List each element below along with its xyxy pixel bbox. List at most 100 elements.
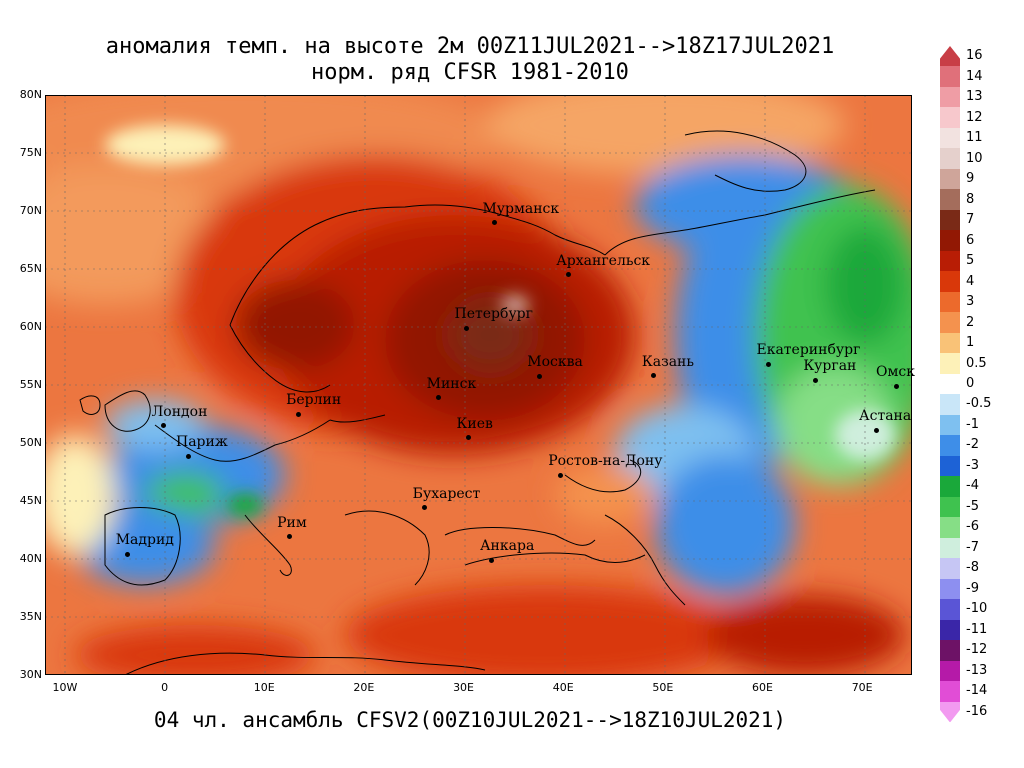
colorbar-swatch — [940, 127, 960, 149]
colorbar-label: 7 — [966, 212, 975, 228]
city-marker — [557, 472, 563, 478]
city-marker — [489, 557, 495, 563]
colorbar-swatch — [940, 394, 960, 416]
city-marker — [161, 423, 167, 429]
city-marker — [565, 272, 571, 278]
colorbar-swatch — [940, 189, 960, 211]
map-title-line2: норм. ряд CFSR 1981-2010 — [311, 60, 629, 85]
colorbar-label: -0.5 — [966, 396, 992, 412]
lon-tick-label: 40E — [552, 681, 574, 694]
colorbar-label: -13 — [966, 662, 988, 678]
ensemble-caption: 04 чл. ансамбль CFSV2(00Z10JUL2021-->18Z… — [153, 708, 787, 732]
colorbar-swatch — [940, 701, 960, 723]
city-marker — [464, 325, 470, 331]
colorbar-label: 0 — [966, 376, 975, 391]
colorbar-label: 8 — [966, 191, 975, 207]
city-marker — [286, 534, 292, 540]
colorbar-label: 2 — [966, 314, 975, 330]
city-marker — [812, 377, 818, 383]
city-label: Мурманск — [482, 200, 560, 217]
colorbar-swatch — [940, 46, 960, 67]
city-marker — [422, 505, 428, 511]
city-label: Екатеринбург — [756, 342, 861, 359]
map-frame — [45, 95, 912, 675]
city-marker — [295, 411, 301, 417]
colorbar-label: 5 — [966, 253, 975, 269]
colorbar-label: 4 — [966, 273, 975, 289]
colorbar-swatch — [940, 599, 960, 621]
lon-tick-label: 10W — [52, 681, 78, 694]
colorbar-label: 3 — [966, 294, 975, 310]
lat-tick-label: 80N — [19, 88, 42, 101]
colorbar-label: -11 — [966, 621, 988, 637]
lat-tick-label: 35N — [19, 610, 42, 623]
colorbar-swatch — [940, 455, 960, 477]
colorbar-swatch — [940, 353, 960, 375]
colorbar-label: 14 — [966, 68, 983, 84]
lon-tick-label: 0 — [161, 681, 169, 694]
colorbar-label: 11 — [966, 130, 983, 146]
colorbar-label: -10 — [966, 601, 988, 617]
colorbar-swatch — [940, 558, 960, 580]
city-marker — [491, 220, 497, 226]
colorbar-swatch — [940, 230, 960, 252]
colorbar-swatch — [940, 660, 960, 682]
lat-tick-label: 60N — [19, 320, 42, 333]
colorbar-swatch — [940, 312, 960, 334]
lon-tick-label: 50E — [652, 681, 674, 694]
colorbar-label: -1 — [966, 416, 979, 432]
lon-tick-label: 70E — [851, 681, 873, 694]
city-label: Петербург — [454, 306, 533, 323]
lat-tick-label: 70N — [19, 204, 42, 217]
colorbar-swatch — [940, 86, 960, 108]
lat-tick-label: 50N — [19, 436, 42, 449]
colorbar-swatch — [940, 640, 960, 662]
colorbar-label: -4 — [966, 478, 979, 494]
city-label: Анкара — [479, 538, 535, 555]
city-marker — [536, 373, 542, 379]
colorbar-swatch — [940, 209, 960, 231]
colorbar-swatch — [940, 148, 960, 170]
city-marker — [873, 427, 879, 433]
city-label: Курган — [803, 358, 857, 375]
colorbar-label: 16 — [966, 48, 983, 64]
colorbar-swatch — [940, 107, 960, 129]
colorbar-label: -6 — [966, 519, 979, 535]
colorbar-label: -12 — [966, 642, 988, 658]
colorbar-swatch — [940, 414, 960, 436]
lat-tick-label: 30N — [19, 668, 42, 681]
colorbar-swatch — [940, 332, 960, 354]
colorbar-swatch — [940, 496, 960, 518]
colorbar-swatch — [940, 435, 960, 457]
city-marker — [436, 395, 442, 401]
colorbar-swatch — [940, 537, 960, 559]
city-marker — [893, 383, 899, 389]
city-label: Бухарест — [412, 485, 481, 502]
city-marker — [765, 361, 771, 367]
city-label: Мадрид — [115, 532, 174, 549]
lon-tick-label: 60E — [752, 681, 773, 694]
colorbar-label: -8 — [966, 560, 979, 576]
colorbar-swatch — [940, 373, 960, 395]
colorbar-label: -3 — [966, 457, 979, 473]
city-label: Париж — [176, 434, 228, 451]
city-label: Омск — [876, 364, 915, 381]
city-label: Рим — [277, 514, 307, 531]
colorbar-label: 6 — [966, 232, 975, 248]
city-label: Архангельск — [556, 252, 651, 269]
colorbar-label: 1 — [966, 335, 975, 351]
colorbar-swatch — [940, 291, 960, 313]
colorbar-label: -5 — [966, 498, 979, 514]
lat-tick-label: 65N — [19, 262, 42, 275]
city-marker — [466, 435, 472, 441]
colorbar-label: 13 — [966, 89, 983, 105]
city-label: Ростов-на-Дону — [548, 453, 663, 470]
colorbar-swatch — [940, 250, 960, 272]
lat-tick-label: 75N — [19, 146, 42, 159]
lat-tick-label: 40N — [19, 552, 42, 565]
colorbar-label: 12 — [966, 109, 983, 125]
colorbar-swatch — [940, 476, 960, 498]
colorbar-swatch — [940, 578, 960, 600]
city-label: Москва — [527, 354, 583, 371]
colorbar — [940, 46, 960, 723]
